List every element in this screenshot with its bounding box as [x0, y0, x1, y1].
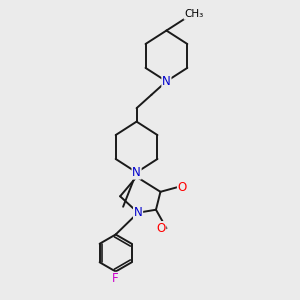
Text: O: O: [178, 181, 187, 194]
Text: N: N: [134, 206, 142, 219]
Text: CH₃: CH₃: [184, 9, 203, 19]
Text: O: O: [156, 222, 166, 235]
Text: N: N: [162, 75, 171, 88]
Text: F: F: [112, 272, 119, 286]
Text: N: N: [132, 166, 141, 179]
